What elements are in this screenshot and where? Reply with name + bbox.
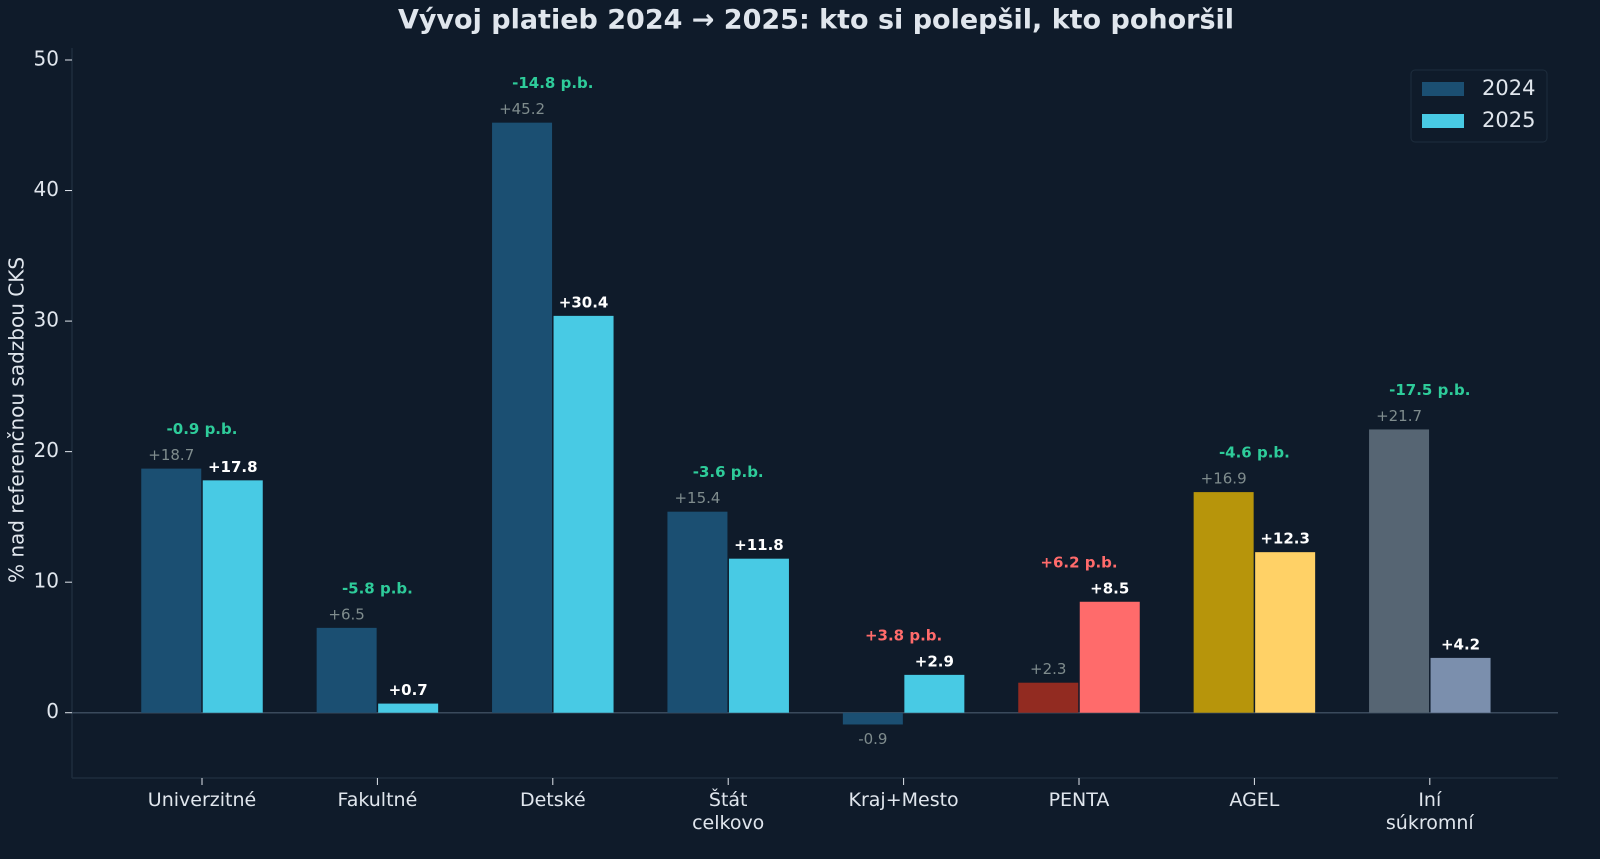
bar [842, 712, 903, 725]
bar [378, 703, 439, 713]
legend-label: 2024 [1482, 76, 1535, 100]
bar [141, 468, 202, 713]
change-label: -3.6 p.b. [693, 463, 764, 481]
change-label: +3.8 p.b. [865, 626, 942, 644]
legend-label: 2025 [1482, 108, 1535, 132]
bar [202, 480, 263, 713]
value-label: +16.9 [1201, 470, 1247, 488]
bar [1079, 601, 1140, 713]
y-tick-label: 20 [34, 438, 59, 462]
value-label: +21.7 [1376, 407, 1422, 425]
y-tick-label: 50 [34, 47, 59, 71]
change-label: -0.9 p.b. [167, 420, 238, 438]
bar [728, 558, 789, 713]
legend-swatch [1422, 114, 1464, 128]
change-label: +6.2 p.b. [1040, 553, 1117, 571]
y-tick-label: 10 [34, 569, 59, 593]
bar [1430, 657, 1491, 713]
bar [904, 674, 965, 713]
y-axis-label: % nad referenčnou sadzbou CKS [5, 257, 29, 583]
x-tick-label: Detské [520, 789, 586, 811]
x-tick-label: Univerzitné [148, 789, 256, 811]
value-label: +30.4 [559, 293, 609, 311]
value-label: -0.9 [858, 730, 887, 748]
x-tick-label: Štát celkovo [692, 787, 764, 834]
value-label: +2.3 [1030, 660, 1066, 678]
y-tick-label: 40 [34, 177, 59, 201]
change-label: -17.5 p.b. [1389, 381, 1470, 399]
change-label: -4.6 p.b. [1219, 444, 1290, 462]
change-label: -5.8 p.b. [342, 579, 413, 597]
legend-swatch [1422, 82, 1464, 96]
value-label: +17.8 [208, 458, 258, 476]
x-tick-label: PENTA [1049, 789, 1110, 811]
bar [1193, 492, 1254, 713]
chart-title: Vývoj platieb 2024 → 2025: kto si polepš… [398, 5, 1234, 36]
x-tick-label: Fakultné [338, 789, 418, 811]
x-tick-label: Kraj+Mesto [849, 789, 959, 811]
value-label: +12.3 [1260, 530, 1310, 548]
value-label: +11.8 [734, 536, 784, 554]
value-label: +18.7 [148, 446, 194, 464]
y-tick-label: 30 [34, 308, 59, 332]
value-label: +0.7 [389, 681, 428, 699]
bar [1369, 429, 1430, 713]
value-label: +4.2 [1441, 635, 1480, 653]
legend: 2024 2025 [1410, 69, 1548, 143]
y-tick-label: 0 [46, 699, 59, 723]
bar [1255, 552, 1316, 713]
value-label: +8.5 [1090, 579, 1129, 597]
x-tick-label: Iní súkromní [1386, 789, 1475, 834]
x-tick-label: AGEL [1229, 789, 1279, 811]
bar [492, 122, 553, 713]
change-label: -14.8 p.b. [512, 74, 593, 92]
value-label: +45.2 [499, 100, 545, 118]
value-label: +15.4 [674, 489, 720, 507]
bar [667, 511, 728, 713]
value-label: +2.9 [915, 652, 954, 670]
value-label: +6.5 [328, 605, 364, 623]
bar [1018, 682, 1079, 713]
bar [316, 627, 377, 713]
bar [553, 315, 614, 713]
